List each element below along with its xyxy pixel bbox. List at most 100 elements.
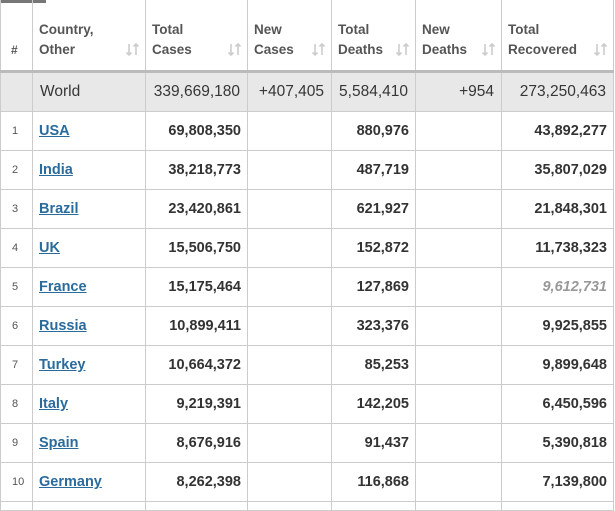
rank-cell: 2 bbox=[0, 150, 33, 190]
country-link[interactable]: India bbox=[39, 162, 73, 178]
column-header[interactable]: New Cases bbox=[247, 0, 332, 73]
country-cell: France bbox=[32, 267, 146, 307]
new-cases bbox=[247, 462, 332, 502]
country-link[interactable]: Spain bbox=[39, 435, 79, 451]
empty-cell bbox=[247, 501, 332, 511]
new-cases bbox=[247, 306, 332, 346]
header-text: Other bbox=[39, 42, 76, 57]
new-cases bbox=[247, 384, 332, 424]
total-cases: 8,676,916 bbox=[145, 423, 248, 463]
total-cases: 10,899,411 bbox=[145, 306, 248, 346]
column-header[interactable]: New Deaths bbox=[415, 0, 502, 73]
total-recovered: 21,848,301 bbox=[501, 189, 614, 229]
total-recovered: 9,612,731 bbox=[501, 267, 614, 307]
country-row: 4 UK 15,506,750 152,872 11,738,323 bbox=[0, 228, 614, 268]
country-link[interactable]: Russia bbox=[39, 318, 87, 334]
total-recovered: 273,250,463 bbox=[501, 71, 614, 112]
new-deaths bbox=[415, 267, 502, 307]
total-cases: 15,175,464 bbox=[145, 267, 248, 307]
total-recovered: 9,899,648 bbox=[501, 345, 614, 385]
country-link[interactable]: Germany bbox=[39, 474, 102, 490]
total-cases: 9,219,391 bbox=[145, 384, 248, 424]
sort-icon[interactable] bbox=[126, 43, 140, 57]
total-recovered: 43,892,277 bbox=[501, 111, 614, 151]
country-cell: Germany bbox=[32, 462, 146, 502]
new-cases: +407,405 bbox=[247, 71, 332, 112]
column-header[interactable]: Country, Other bbox=[32, 0, 146, 73]
blank-row bbox=[0, 501, 614, 511]
country-row: 8 Italy 9,219,391 142,205 6,450,596 bbox=[0, 384, 614, 424]
country-row: 6 Russia 10,899,411 323,376 9,925,855 bbox=[0, 306, 614, 346]
country-link[interactable]: Brazil bbox=[39, 201, 79, 217]
total-cases: 339,669,180 bbox=[145, 71, 248, 112]
sort-icon[interactable] bbox=[482, 43, 496, 57]
country-link[interactable]: Turkey bbox=[39, 357, 86, 373]
country-row: 7 Turkey 10,664,372 85,253 9,899,648 bbox=[0, 345, 614, 385]
rank-cell: 9 bbox=[0, 423, 33, 463]
header-text: Recovered bbox=[508, 42, 578, 57]
total-recovered: 35,807,029 bbox=[501, 150, 614, 190]
header-text: Cases bbox=[254, 42, 294, 57]
country-cell: Brazil bbox=[32, 189, 146, 229]
total-cases: 23,420,861 bbox=[145, 189, 248, 229]
country-row: 9 Spain 8,676,916 91,437 5,390,818 bbox=[0, 423, 614, 463]
rank-cell: 10 bbox=[0, 462, 33, 502]
country-link[interactable]: Italy bbox=[39, 396, 69, 412]
header-text: Country, bbox=[39, 22, 94, 37]
column-header[interactable]: Total Cases bbox=[145, 0, 248, 73]
country-link[interactable]: France bbox=[39, 279, 87, 295]
country-cell: India bbox=[32, 150, 146, 190]
header-text: Deaths bbox=[422, 42, 468, 57]
header-text: Total bbox=[152, 22, 184, 37]
total-deaths: 116,868 bbox=[331, 462, 416, 502]
empty-cell bbox=[0, 501, 33, 511]
new-cases bbox=[247, 228, 332, 268]
country-row: 1 USA 69,808,350 880,976 43,892,277 bbox=[0, 111, 614, 151]
new-cases bbox=[247, 423, 332, 463]
header-text: New bbox=[422, 22, 450, 37]
new-deaths: +954 bbox=[415, 71, 502, 112]
empty-cell bbox=[32, 501, 146, 511]
total-cases: 15,506,750 bbox=[145, 228, 248, 268]
new-deaths bbox=[415, 150, 502, 190]
new-cases bbox=[247, 111, 332, 151]
column-header[interactable]: Total Recovered bbox=[501, 0, 614, 73]
total-recovered: 5,390,818 bbox=[501, 423, 614, 463]
total-recovered: 7,139,800 bbox=[501, 462, 614, 502]
empty-cell bbox=[331, 501, 416, 511]
country-link[interactable]: USA bbox=[39, 123, 70, 139]
total-deaths: 880,976 bbox=[331, 111, 416, 151]
total-cases: 8,262,398 bbox=[145, 462, 248, 502]
rank-cell: 4 bbox=[0, 228, 33, 268]
empty-cell bbox=[145, 501, 248, 511]
country-cell: Spain bbox=[32, 423, 146, 463]
country-cell: UK bbox=[32, 228, 146, 268]
total-deaths: 152,872 bbox=[331, 228, 416, 268]
header-text: Total bbox=[508, 22, 540, 37]
country-cell: Turkey bbox=[32, 345, 146, 385]
total-recovered: 6,450,596 bbox=[501, 384, 614, 424]
column-header: # bbox=[0, 0, 33, 73]
rank-cell: 1 bbox=[0, 111, 33, 151]
new-cases bbox=[247, 189, 332, 229]
total-cases: 10,664,372 bbox=[145, 345, 248, 385]
new-deaths bbox=[415, 423, 502, 463]
rank-cell bbox=[0, 71, 33, 112]
country-cell: Italy bbox=[32, 384, 146, 424]
column-header[interactable]: Total Deaths bbox=[331, 0, 416, 73]
table-body: World 339,669,180 +407,405 5,584,410 +954 273… bbox=[0, 71, 614, 511]
sort-icon[interactable] bbox=[228, 43, 242, 57]
country-link[interactable]: UK bbox=[39, 240, 60, 256]
sort-icon[interactable] bbox=[396, 43, 410, 57]
rank-cell: 7 bbox=[0, 345, 33, 385]
new-deaths bbox=[415, 345, 502, 385]
total-recovered: 11,738,323 bbox=[501, 228, 614, 268]
country-cell: USA bbox=[32, 111, 146, 151]
total-deaths: 323,376 bbox=[331, 306, 416, 346]
country-cell: World bbox=[32, 71, 146, 112]
sort-icon[interactable] bbox=[312, 43, 326, 57]
rank-cell: 8 bbox=[0, 384, 33, 424]
total-recovered: 9,925,855 bbox=[501, 306, 614, 346]
sort-icon[interactable] bbox=[594, 43, 608, 57]
